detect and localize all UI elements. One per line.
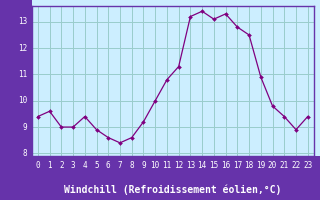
Text: 16: 16 [221,160,230,170]
Text: 9: 9 [141,160,146,170]
Text: 22: 22 [292,160,300,170]
Text: 14: 14 [197,160,207,170]
Text: 21: 21 [280,160,289,170]
Text: 7: 7 [118,160,122,170]
Text: 4: 4 [83,160,87,170]
Text: 0: 0 [36,160,40,170]
Text: 8: 8 [23,149,27,158]
Text: 10: 10 [18,96,27,105]
Text: 11: 11 [162,160,172,170]
Text: 9: 9 [23,123,27,132]
Text: 15: 15 [209,160,219,170]
Text: 18: 18 [244,160,254,170]
Text: 19: 19 [256,160,265,170]
Text: 2: 2 [59,160,64,170]
Text: Windchill (Refroidissement éolien,°C): Windchill (Refroidissement éolien,°C) [64,185,282,195]
Text: 10: 10 [151,160,160,170]
Text: 20: 20 [268,160,277,170]
Text: 11: 11 [18,70,27,79]
Text: 13: 13 [18,17,27,26]
Text: 6: 6 [106,160,111,170]
Text: 23: 23 [303,160,312,170]
Text: 12: 12 [18,44,27,53]
Text: 13: 13 [186,160,195,170]
Text: 8: 8 [129,160,134,170]
Text: 5: 5 [94,160,99,170]
Text: 17: 17 [233,160,242,170]
Text: 12: 12 [174,160,183,170]
Text: 3: 3 [71,160,76,170]
Text: 1: 1 [47,160,52,170]
